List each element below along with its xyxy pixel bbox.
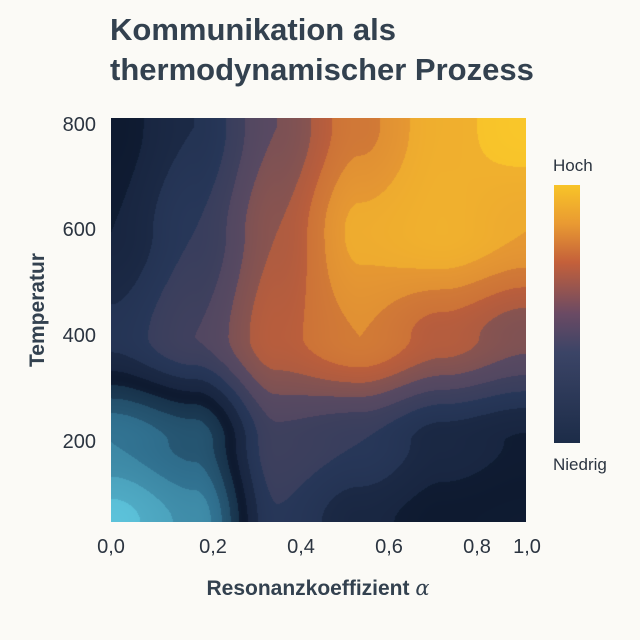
colorbar-high-label: Hoch xyxy=(553,156,593,175)
alpha-symbol: α xyxy=(415,576,430,600)
x-tick-label: 0,8 xyxy=(463,536,491,558)
y-tick-label: 600 xyxy=(62,219,96,241)
x-tick-label: 0,4 xyxy=(287,536,315,558)
y-axis-label: Temperatur xyxy=(26,253,49,367)
title-line-1: Kommunikation als xyxy=(110,12,396,47)
x-tick-label: 0,0 xyxy=(97,536,125,558)
heatmap-plot-area xyxy=(111,118,526,522)
x-axis-label-text: Resonanzkoeffizient xyxy=(206,577,410,600)
colorbar xyxy=(554,185,580,443)
title-line-2: thermodynamischer Prozess xyxy=(110,52,534,87)
chart-title: Kommunikation als thermodynamischer Proz… xyxy=(110,10,534,90)
x-axis-label: Resonanzkoeffizient α xyxy=(206,576,429,601)
x-tick-label: 0,6 xyxy=(375,536,403,558)
colorbar-low-label: Niedrig xyxy=(553,455,607,474)
y-tick-label: 800 xyxy=(62,114,96,136)
x-tick-label: 0,2 xyxy=(199,536,227,558)
x-tick-label: 1,0 xyxy=(513,536,541,558)
y-tick-label: 200 xyxy=(62,431,96,453)
y-tick-label: 400 xyxy=(62,325,96,347)
